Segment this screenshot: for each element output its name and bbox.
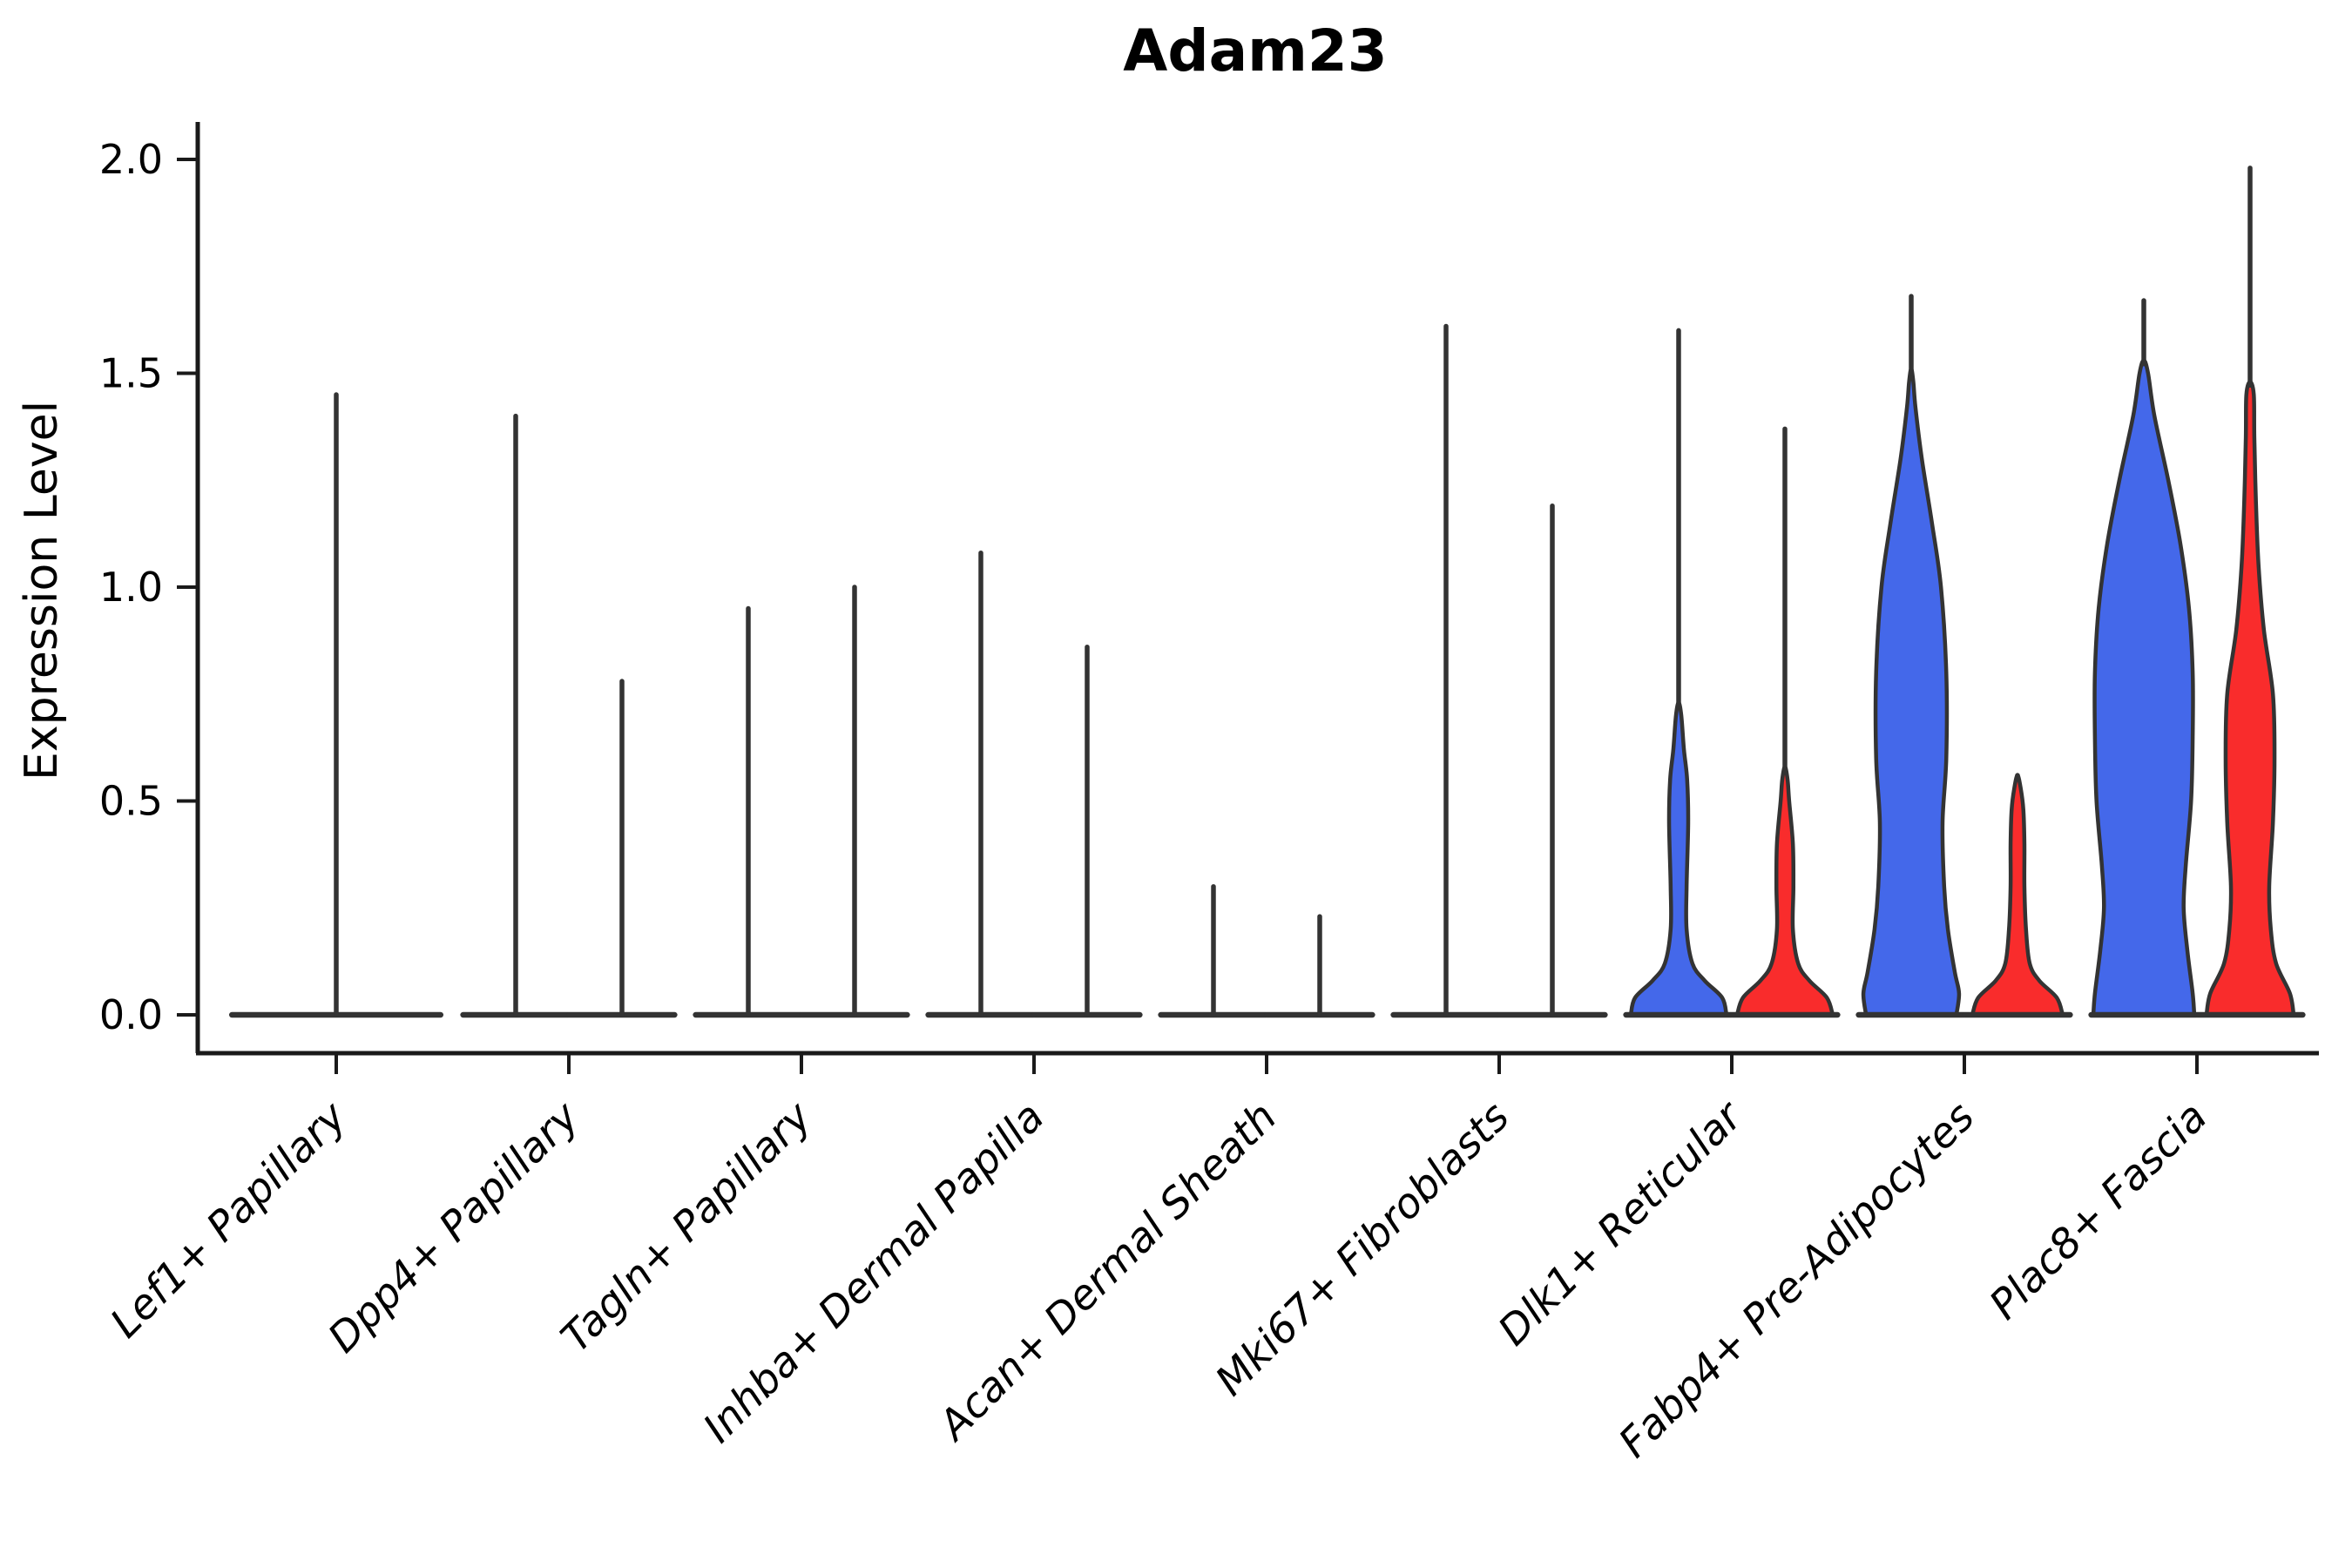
- y-tick-label: 0.5: [99, 778, 163, 825]
- y-tick-label: 2.0: [99, 136, 163, 183]
- violin-body-blue: [1628, 700, 1729, 1017]
- violin-body-blue: [1861, 367, 1962, 1017]
- x-tick-label: Dlk1+ Reticular: [1490, 1092, 1754, 1355]
- y-tick-label: 0.0: [99, 991, 163, 1038]
- violin-body-blue: [2091, 358, 2197, 1017]
- violin-body-red: [1970, 773, 2065, 1017]
- y-tick-label: 1.0: [99, 564, 163, 611]
- y-axis-title: Expression Level: [16, 400, 68, 781]
- violin-body-red: [2204, 380, 2296, 1017]
- x-tick-label: Lef1+ Papillary: [101, 1092, 356, 1348]
- x-tick-label: Tagln+ Papillary: [552, 1092, 822, 1362]
- x-tick-label: Plac8+ Fascia: [1980, 1093, 2216, 1329]
- x-tick-label: Dpp4+ Papillary: [319, 1092, 589, 1362]
- chart-title: Adam23: [1123, 17, 1388, 84]
- violin-body-red: [1734, 764, 1835, 1017]
- y-tick-label: 1.5: [99, 350, 163, 397]
